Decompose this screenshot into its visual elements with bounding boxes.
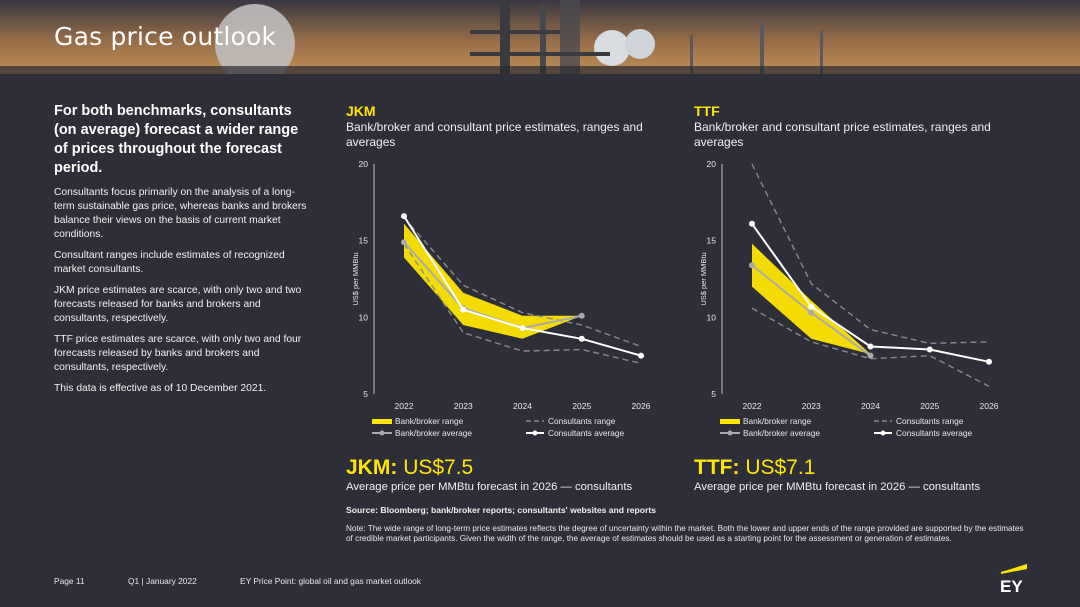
legend-swatch-bank-average-dot <box>379 430 385 436</box>
y-tick-label: 20 <box>359 159 369 169</box>
y-tick-label: 20 <box>707 159 717 169</box>
page-title: Gas price outlook <box>54 22 277 51</box>
x-tick-label: 2024 <box>861 401 880 411</box>
jkm-chart: 5 10 15 20 US$ per MMBtu 2022 2023 2024 2025 2026… <box>351 159 651 438</box>
consultants-average-point <box>986 358 992 365</box>
intro-paragraph: Consultant ranges include estimates of r… <box>54 250 285 275</box>
x-tick-label: 2026 <box>632 401 651 411</box>
bank-average-point <box>867 352 874 359</box>
legend-label: Consultants range <box>548 416 616 426</box>
consultants-average-point <box>808 303 815 310</box>
summary-label: JKM: <box>346 456 398 479</box>
bank-average-point <box>401 239 407 246</box>
summary-label: TTF: <box>694 456 740 479</box>
intro-paragraph: This data is effective as of 10 December… <box>54 383 267 394</box>
legend-swatch-consultants-average-dot <box>532 430 538 436</box>
ttf-summary-description: Average price per MMBtu forecast in 2026… <box>694 481 981 493</box>
jkm-summary-value: JKM: US$7.5 <box>346 456 473 480</box>
consultants-average-point <box>867 343 874 350</box>
summary-amount: US$7.5 <box>403 456 474 479</box>
chart-legend: Bank/broker range Consultants range Bank/b… <box>372 416 624 438</box>
intro-panel: For both benchmarks, consultants (on ave… <box>54 102 310 403</box>
consultants-average-point <box>926 346 933 353</box>
intro-heading: For both benchmarks, consultants (on ave… <box>54 103 299 176</box>
legend-label: Consultants range <box>896 416 964 426</box>
legend-label: Bank/broker range <box>743 416 812 426</box>
x-tick-label: 2026 <box>980 401 999 411</box>
ttf-chart-header: TTF Bank/broker and consultant price est… <box>694 102 1024 150</box>
consultants-average-point <box>638 352 644 359</box>
x-tick-label: 2025 <box>920 401 939 411</box>
legend-label: Bank/broker average <box>395 428 472 438</box>
x-tick-label: 2023 <box>802 401 821 411</box>
y-tick-label: 5 <box>711 389 716 399</box>
ttf-summary-value: TTF: US$7.1 <box>694 456 815 480</box>
x-tick-label: 2024 <box>513 401 532 411</box>
chart-subtitle: Bank/broker and consultant price estimat… <box>694 120 991 149</box>
y-axis-label: US$ per MMBtu <box>351 252 360 305</box>
legend-label: Bank/broker average <box>743 428 820 438</box>
ey-logo-bar <box>1001 564 1027 574</box>
ey-logo-icon: EY <box>1000 564 1027 594</box>
legend-swatch-bank-range <box>720 419 740 424</box>
footer-period: Q1 | January 2022 <box>128 576 197 586</box>
industrial-skyline-image <box>0 0 1080 74</box>
bank-average-point <box>808 309 815 316</box>
consultants-average-point <box>460 306 467 313</box>
chart-subtitle: Bank/broker and consultant price estimat… <box>346 120 643 149</box>
legend-label: Consultants average <box>896 428 972 438</box>
footer-page-number: Page 11 <box>54 576 85 586</box>
ey-logo-text: EY <box>1000 577 1023 594</box>
y-tick-label: 15 <box>359 236 369 246</box>
jkm-summary-description: Average price per MMBtu forecast in 2026… <box>346 481 633 493</box>
consultants-average-point <box>401 213 407 220</box>
legend-label: Consultants average <box>548 428 624 438</box>
bank-average-point <box>578 312 585 319</box>
chart-title: JKM <box>346 103 376 119</box>
header-banner: Gas price outlook <box>0 0 1080 74</box>
summary-amount: US$7.1 <box>745 456 816 479</box>
consultants-average-point <box>519 325 526 332</box>
jkm-chart-header: JKM Bank/broker and consultant price est… <box>346 102 676 150</box>
consultants-range-high-line <box>403 217 642 348</box>
consultants-range-low-line <box>751 307 990 387</box>
bank-average-point <box>749 262 755 269</box>
x-tick-label: 2022 <box>743 401 762 411</box>
x-tick-label: 2023 <box>454 401 473 411</box>
legend-swatch-bank-average-dot <box>727 430 733 436</box>
chart-legend: Bank/broker range Consultants range Bank/b… <box>720 416 972 438</box>
bank-range-area <box>752 243 871 355</box>
consultants-average-point <box>578 335 585 342</box>
y-axis-label: US$ per MMBtu <box>699 252 708 305</box>
y-tick-label: 10 <box>707 312 717 322</box>
chart-title: TTF <box>694 103 720 119</box>
legend-swatch-bank-range <box>372 419 392 424</box>
legend-swatch-consultants-average-dot <box>880 430 886 436</box>
intro-paragraph: Consultants focus primarily on the analy… <box>54 187 307 240</box>
y-tick-label: 5 <box>363 389 368 399</box>
x-tick-label: 2022 <box>395 401 414 411</box>
consultants-average-point <box>749 220 755 227</box>
y-tick-label: 15 <box>707 236 717 246</box>
x-tick-label: 2025 <box>572 401 591 411</box>
footer-publication: EY Price Point: global oil and gas marke… <box>240 576 421 586</box>
source-text: Source: Bloomberg; bank/broker reports; … <box>346 505 657 515</box>
intro-paragraph: JKM price estimates are scarce, with onl… <box>54 285 302 324</box>
intro-paragraph: TTF price estimates are scarce, with onl… <box>54 334 302 373</box>
ttf-chart: 5 10 15 20 US$ per MMBtu 2022 2023 2024 2025 2026… <box>699 159 999 438</box>
note-text: Note: The wide range of long-term price … <box>346 524 1024 543</box>
legend-label: Bank/broker range <box>395 416 464 426</box>
consultants-range-low-line <box>403 243 642 365</box>
y-tick-label: 10 <box>359 312 369 322</box>
